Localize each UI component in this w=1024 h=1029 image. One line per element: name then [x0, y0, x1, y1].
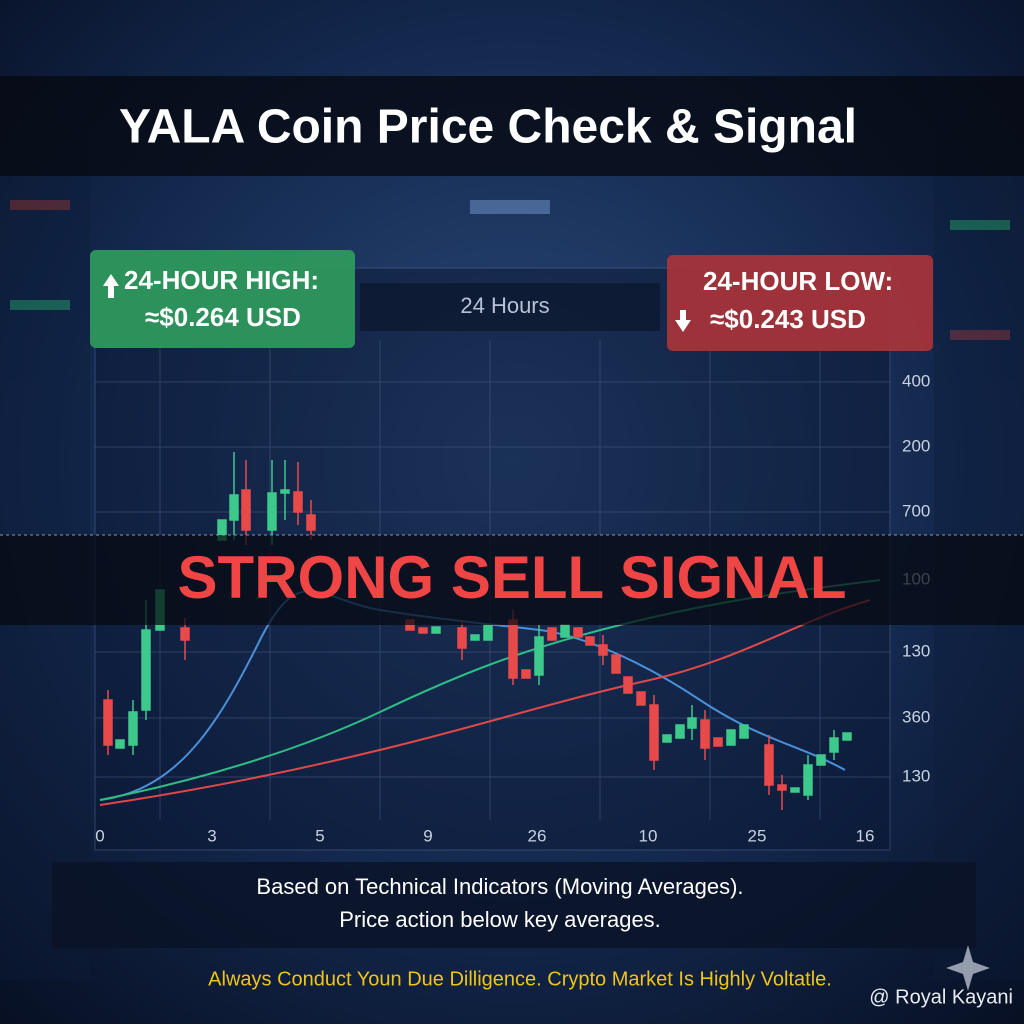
footer-box: [52, 862, 976, 948]
low-label: 24-HOUR LOW:: [703, 266, 893, 296]
title: YALA Coin Price Check & Signal: [119, 101, 857, 154]
footer-line: Based on Technical Indicators (Moving Av…: [256, 874, 743, 899]
sparkle: [946, 945, 990, 991]
y-label: 700: [902, 501, 930, 520]
footer-line: Price action below key averages.: [339, 907, 661, 932]
period-label: 24 Hours: [460, 293, 549, 318]
y-label: 130: [902, 641, 930, 660]
title-banner: [0, 76, 1024, 176]
x-label: 5: [315, 826, 324, 845]
y-label: 400: [902, 371, 930, 390]
x-label: 10: [639, 826, 658, 845]
x-label: 0: [95, 826, 104, 845]
low-box: [667, 255, 933, 351]
disclaimer: Always Conduct Youn Due Dilligence. Cryp…: [208, 968, 832, 990]
x-label: 3: [207, 826, 216, 845]
high-box: [90, 250, 355, 348]
x-labels: 0 3 5 9 26 10 25 16: [95, 826, 874, 845]
signal-band: [0, 535, 1024, 625]
period-box: [360, 283, 660, 331]
low-value: ≈$0.243 USD: [710, 304, 866, 334]
high-label: 24-HOUR HIGH:: [124, 265, 319, 295]
x-label: 26: [528, 826, 547, 845]
x-label: 25: [748, 826, 767, 845]
y-label: 360: [902, 707, 930, 726]
up-arrow: [103, 274, 119, 298]
down-arrow: [675, 310, 691, 332]
x-label: 9: [423, 826, 432, 845]
watermark: @ Royal Kayani: [869, 986, 1013, 1008]
candles: [103, 452, 852, 810]
y-label: 200: [902, 436, 930, 455]
y-label: 130: [902, 766, 930, 785]
high-value: ≈$0.264 USD: [145, 302, 301, 332]
signal-text: STRONG SELL SIGNAL: [178, 544, 847, 611]
ma-red: [99, 599, 871, 806]
x-label: 16: [856, 826, 875, 845]
